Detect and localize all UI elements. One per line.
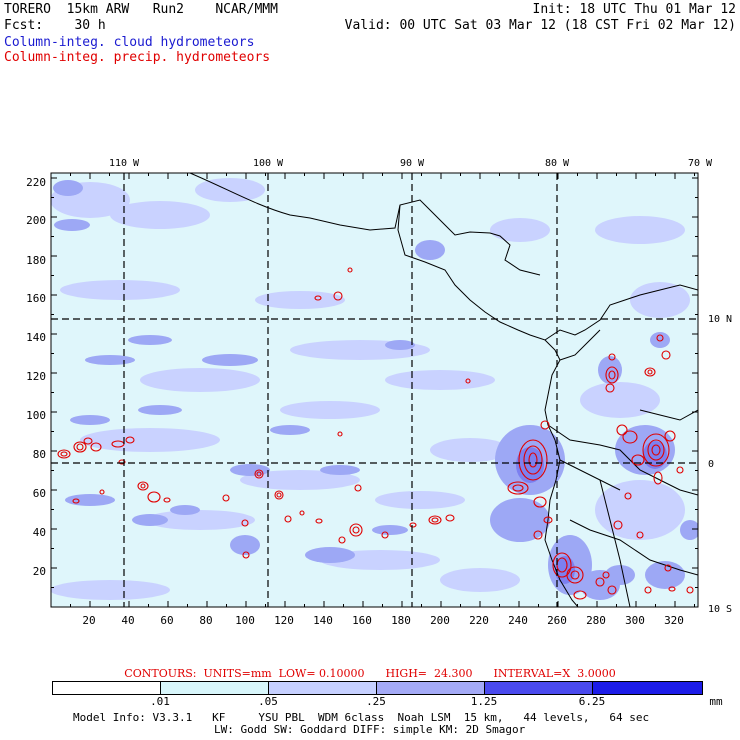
- lat-lon-grid: [51, 173, 698, 607]
- colorbar-bin: [268, 681, 376, 695]
- lat-label-10n: 10 N: [708, 314, 732, 325]
- y-tick-label: 180: [26, 254, 46, 267]
- x-tick-label: 140: [313, 614, 333, 627]
- x-tick-label: 80: [199, 614, 212, 627]
- y-tick-label: 140: [26, 331, 46, 344]
- x-tick-label: 100: [235, 614, 255, 627]
- y-tick-label: 220: [26, 176, 46, 189]
- x-tick-label: 320: [664, 614, 684, 627]
- precip-field-title: Column-integ. precip. hydrometeors: [4, 50, 271, 65]
- colorbar-label: .25: [366, 695, 386, 708]
- model-info: Model Info: V3.3.1 KF YSU PBL WDM 6class…: [73, 711, 650, 724]
- map-frame: [50, 172, 699, 608]
- init-time: Init: 18 UTC Thu 01 Mar 12: [532, 2, 737, 17]
- y-tick-label: 20: [33, 565, 46, 578]
- colorbar-label: .05: [258, 695, 278, 708]
- x-tick-label: 300: [625, 614, 645, 627]
- lat-label-0: 0: [708, 459, 714, 470]
- x-tick-label: 200: [430, 614, 450, 627]
- colorbar-bin: [160, 681, 268, 695]
- x-tick-label: 180: [391, 614, 411, 627]
- x-tick-label: 280: [586, 614, 606, 627]
- cloud-field-title: Column-integ. cloud hydrometeors: [4, 35, 255, 50]
- x-tick-label: 260: [547, 614, 567, 627]
- lon-label-110w: 110 W: [109, 158, 140, 169]
- valid-time: Valid: 00 UTC Sat 03 Mar 12 (18 CST Fri …: [344, 18, 736, 33]
- x-tick-label: 160: [352, 614, 372, 627]
- colorbar-label: 1.25: [470, 695, 498, 708]
- forecast-hour: Fcst: 30 h: [4, 18, 106, 33]
- colorbar-label: .01: [150, 695, 170, 708]
- axis-ticks: [50, 173, 698, 608]
- colorbar-bin: [52, 681, 160, 695]
- y-tick-label: 120: [26, 370, 46, 383]
- y-tick-label: 100: [26, 409, 46, 422]
- x-tick-label: 120: [274, 614, 294, 627]
- y-tick-label: 160: [26, 292, 46, 305]
- lat-label-10s: 10 S: [708, 604, 732, 615]
- physics-info: LW: Godd SW: Goddard DIFF: simple KM: 2D…: [214, 723, 526, 736]
- x-tick-label: 240: [508, 614, 528, 627]
- x-tick-label: 20: [82, 614, 95, 627]
- colorbar-bin: [376, 681, 484, 695]
- x-tick-label: 60: [160, 614, 173, 627]
- cloud-shading: [51, 178, 698, 600]
- lon-label-90w: 90 W: [400, 158, 425, 169]
- lon-label-80w: 80 W: [545, 158, 570, 169]
- colorbar-bin: [592, 681, 703, 695]
- colorbar-bin: [484, 681, 592, 695]
- coastlines: [189, 173, 698, 607]
- x-tick-label: 40: [121, 614, 134, 627]
- lon-label-70w: 70 W: [688, 158, 713, 169]
- x-tick-label: 220: [469, 614, 489, 627]
- contours-info: CONTOURS: UNITS=mm LOW= 0.10000 HIGH= 24…: [124, 667, 616, 680]
- y-tick-label: 200: [26, 214, 46, 227]
- y-tick-label: 60: [33, 487, 46, 500]
- y-tick-label: 40: [33, 526, 46, 539]
- precip-contours: [57, 267, 694, 600]
- colorbar-unit: mm: [709, 695, 723, 708]
- model-title: TORERO 15km ARW Run2 NCAR/MMM: [4, 2, 278, 17]
- colorbar-label: 6.25: [578, 695, 606, 708]
- lon-label-100w: 100 W: [253, 158, 284, 169]
- y-tick-label: 80: [33, 448, 46, 461]
